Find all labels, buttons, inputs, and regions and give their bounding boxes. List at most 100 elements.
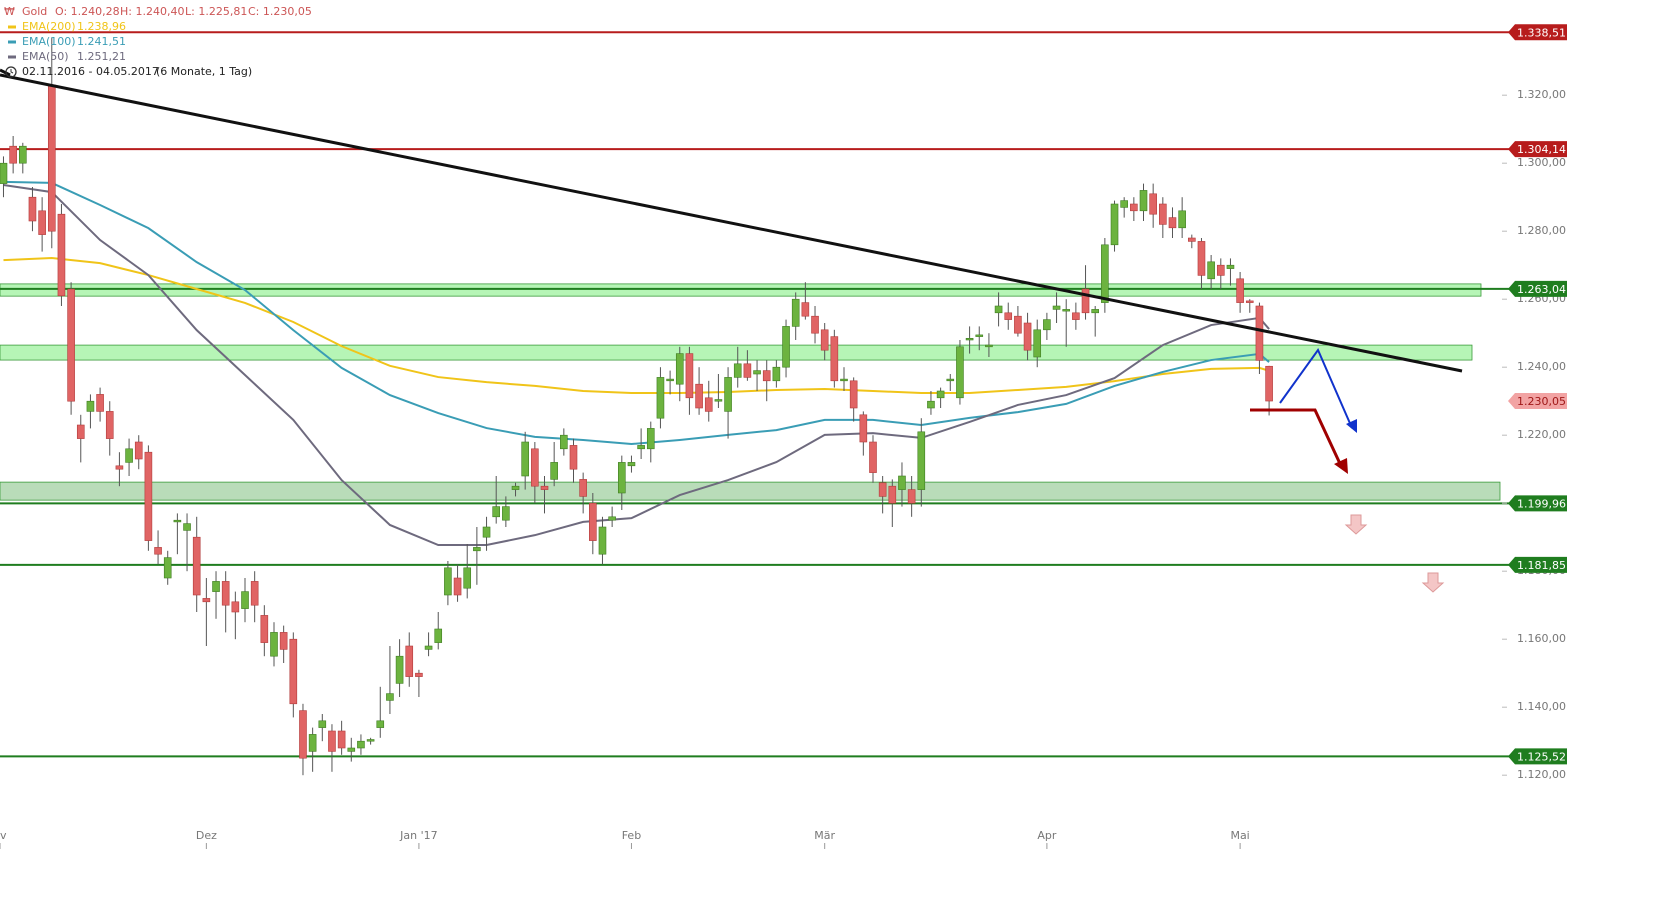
y-tick-label: 1.240,00 <box>1517 360 1566 373</box>
zone <box>0 283 1482 297</box>
x-tick-label: Feb <box>622 829 641 842</box>
level-tag <box>1508 280 1567 297</box>
ema-line <box>3 257 1270 395</box>
candle-body <box>927 400 935 409</box>
candle-body <box>57 213 66 297</box>
candle-body <box>704 397 713 412</box>
candle-body <box>878 482 887 497</box>
legend-low: L: 1.225,81 <box>185 5 247 18</box>
candle-body <box>695 383 703 409</box>
candle-body <box>347 747 356 752</box>
candle-body <box>917 431 926 490</box>
candle-body <box>1236 278 1244 303</box>
candle-body <box>1120 200 1128 208</box>
candle-body <box>946 378 955 382</box>
candle-body <box>279 632 288 650</box>
candle-body <box>105 411 114 439</box>
candle-body <box>1091 309 1099 314</box>
level-tag <box>1508 393 1567 410</box>
candle-body <box>589 502 597 541</box>
red-arrow-head <box>1334 458 1348 474</box>
candle-body <box>415 672 423 677</box>
y-tick-label: 1.220,00 <box>1517 428 1566 441</box>
clock-hands <box>10 69 14 74</box>
down-arrow <box>1344 514 1368 535</box>
level-label: 1.230,05 <box>1517 395 1566 408</box>
candle-body <box>666 378 674 382</box>
candle-body <box>231 601 240 613</box>
candle-body <box>357 740 365 749</box>
axes: 1.120,001.140,001.160,001.180,001.200,00… <box>0 24 1567 849</box>
candle-body <box>9 145 17 164</box>
candle-body <box>1004 312 1013 320</box>
x-tick-label: Mai <box>1230 829 1249 842</box>
candle-body <box>637 445 645 450</box>
candle-body <box>811 315 819 334</box>
y-tick-label: 1.300,00 <box>1517 156 1566 169</box>
x-tick-label: Dez <box>196 829 217 842</box>
legend-period: (6 Monate, 1 Tag) <box>156 65 252 78</box>
candle-body <box>849 380 858 409</box>
legend-name: EMA(100) <box>22 35 76 48</box>
candle-body <box>1207 261 1215 280</box>
candle-body <box>453 577 462 596</box>
candle-body <box>1197 241 1206 276</box>
candle-body <box>376 720 385 728</box>
candle-body <box>743 363 752 378</box>
candle-body <box>646 428 655 450</box>
candle-body <box>1168 217 1177 229</box>
candle-body <box>1159 203 1167 225</box>
candle-body <box>1052 305 1061 310</box>
candle-body <box>840 378 848 382</box>
candle-body <box>1139 190 1148 212</box>
x-tick-label: Mär <box>814 829 835 842</box>
candle-body <box>1255 305 1264 361</box>
candle-body <box>144 451 153 541</box>
symbol-icon: ₩ <box>4 5 15 18</box>
candle-body <box>1216 264 1225 276</box>
candle-body <box>173 519 182 523</box>
x-tick-label: v <box>0 829 7 842</box>
candle-body <box>1130 203 1138 212</box>
candle-body <box>685 353 694 399</box>
candle-body <box>975 334 984 337</box>
candle-body <box>192 536 201 596</box>
clock-icon <box>5 66 17 78</box>
candle-body <box>1081 288 1090 314</box>
level-tag <box>1508 556 1567 573</box>
legend-range: 02.11.2016 - 04.05.2017 <box>22 65 159 78</box>
candles <box>0 37 1273 776</box>
candle-body <box>772 366 781 382</box>
candle-body <box>241 591 249 609</box>
levels <box>0 31 1512 758</box>
candle-body <box>0 162 8 184</box>
moving-averages <box>3 180 1270 547</box>
candle-body <box>212 581 220 592</box>
candle-body <box>965 337 974 341</box>
candle-body <box>1178 210 1186 229</box>
candle-body <box>405 645 414 677</box>
candle-body <box>830 336 839 382</box>
candle-body <box>579 479 587 497</box>
candle-body <box>299 710 307 759</box>
candle-body <box>482 526 491 538</box>
legend-value: 1.238,96 <box>77 20 126 33</box>
legend-symbol: Gold <box>22 5 47 18</box>
blue-arrow-head <box>1346 419 1357 433</box>
candle-body <box>96 394 104 412</box>
candle-body <box>714 399 723 402</box>
candle-body <box>560 434 568 450</box>
candle-body <box>1072 312 1080 320</box>
ema-line <box>3 183 1270 547</box>
ema-line <box>3 180 1270 446</box>
candle-body <box>502 506 510 521</box>
candle-body <box>675 353 684 385</box>
x-tick-label: Apr <box>1037 829 1057 842</box>
candle-body <box>337 730 346 749</box>
candle-body <box>76 424 85 439</box>
legend-value: 1.251,21 <box>77 50 126 63</box>
level-label: 1.263,04 <box>1517 283 1566 296</box>
candle-body <box>1014 315 1022 334</box>
candle-body <box>762 370 771 382</box>
